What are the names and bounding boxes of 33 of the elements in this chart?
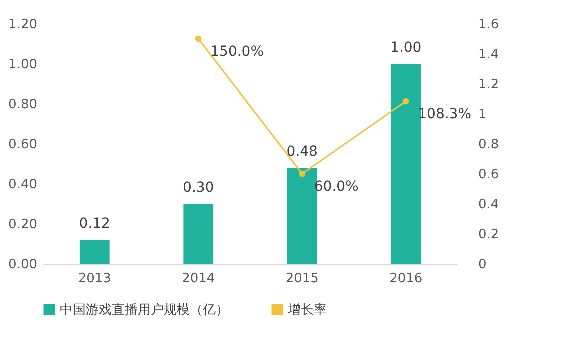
y2-tick-label: 0.4	[478, 198, 500, 212]
legend-label: 增长率	[287, 302, 327, 318]
x-tick-label: 2016	[390, 272, 423, 286]
bar	[391, 64, 422, 264]
y2-tick-label: 1	[478, 108, 487, 122]
data-label: 1.00	[390, 40, 422, 56]
y2-tick-label: 1.4	[478, 48, 500, 62]
legend-label: 中国游戏直播用户规模（亿）	[60, 302, 229, 318]
data-label: 0.30	[183, 180, 214, 196]
x-tick-label: 2015	[286, 272, 319, 286]
y-tick-label: 0.80	[8, 98, 38, 112]
point	[402, 98, 410, 105]
point	[299, 170, 306, 178]
bar	[80, 240, 110, 264]
y2-tick-label: 0	[478, 258, 487, 272]
y2-tick-label: 0.8	[478, 138, 500, 152]
y-tick-label: 0.60	[8, 138, 38, 152]
x-tick-label: 2013	[78, 272, 112, 286]
y2-tick-label: 0.2	[478, 228, 500, 242]
data-label: 150.0%	[210, 44, 264, 60]
y-tick-label: 0.40	[8, 178, 38, 192]
data-label: 0.48	[286, 144, 318, 160]
bar	[184, 204, 214, 264]
x-tick-label: 2014	[182, 272, 216, 286]
point	[195, 36, 202, 42]
y2-tick-label: 0.6	[478, 168, 500, 182]
data-label: 0.12	[79, 216, 110, 232]
y2-tick-label: 1.2	[478, 78, 500, 92]
y-tick-label: 1.00	[8, 58, 38, 72]
y-tick-label: 1.20	[8, 18, 38, 32]
y-tick-label: 0.00	[8, 258, 38, 272]
y2-tick-label: 1.6	[478, 18, 500, 32]
y-tick-label: 0.20	[8, 218, 38, 232]
